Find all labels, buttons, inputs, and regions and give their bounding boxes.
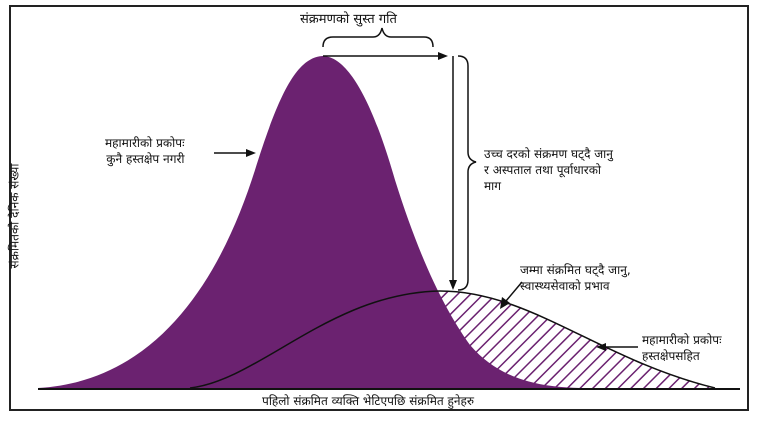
left-label-line2: कुनै हस्तक्षेप नगरी: [106, 152, 185, 166]
left-label: महामारीको प्रकोपः कुनै हस्तक्षेप नगरी: [105, 135, 185, 167]
top-arrowhead: [438, 52, 448, 60]
y-axis-label: संक्रमितको दैनिक संख्या: [7, 163, 22, 269]
left-label-line1: महामारीको प्रकोपः: [105, 136, 185, 150]
diagram-frame: [9, 5, 749, 411]
left-pointer-head: [246, 149, 256, 157]
flat-pointer-head: [596, 343, 606, 351]
x-axis-label: पहिलो संक्रमित व्यक्ति भेटिएपछि संक्रमित…: [262, 394, 475, 408]
top-brace: [322, 27, 434, 48]
right-label: उच्च दरको संक्रमण घट्दै जानु र अस्पताल त…: [484, 146, 613, 194]
drop-arrowhead: [449, 280, 457, 290]
mid-pointer-line: [505, 281, 523, 302]
right-brace: [457, 55, 477, 291]
mid-label: जम्मा संक्रमित घट्दै जानु, स्वास्थ्यसेवा…: [520, 262, 631, 294]
mid-label-line2: स्वास्थ्यसेवाको प्रभाव: [520, 279, 610, 293]
right-label-line3: माग: [484, 179, 502, 193]
right-label-line2: र अस्पताल तथा पूर्वाधारको: [484, 163, 602, 177]
peak-curve-area: [38, 56, 580, 388]
mid-pointer-head: [500, 297, 510, 309]
flat-label-line1: महामारीको प्रकोपः: [642, 333, 722, 347]
flat-label-line2: हस्तक्षेपसहित: [642, 349, 700, 363]
top-label: संक्रमणको सुस्त गति: [300, 12, 397, 27]
right-label-line1: उच्च दरको संक्रमण घट्दै जानु: [484, 147, 613, 161]
flat-curve-line: [189, 290, 716, 389]
flat-label: महामारीको प्रकोपः हस्तक्षेपसहित: [642, 332, 722, 364]
mid-label-line1: जम्मा संक्रमित घट्दै जानु,: [520, 263, 631, 277]
